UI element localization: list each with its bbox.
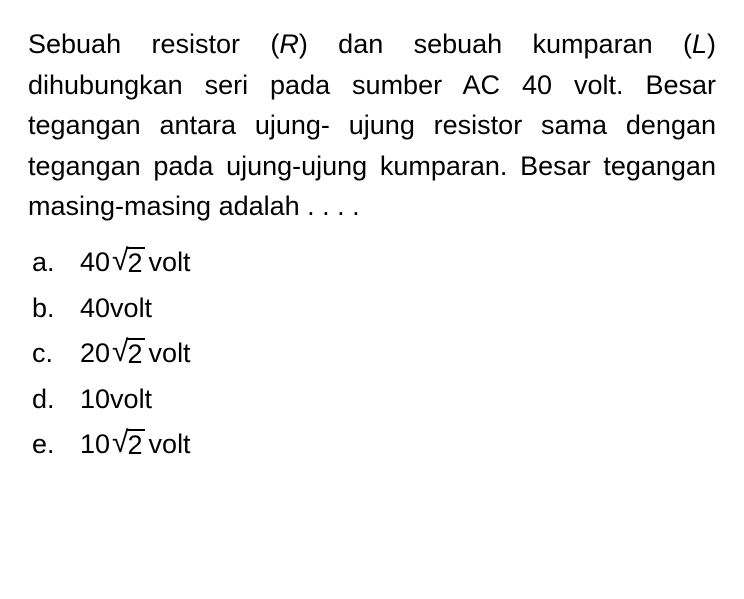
- option-d-num: 10: [80, 378, 110, 421]
- radical-symbol: √: [112, 328, 128, 376]
- sqrt-icon: √ 2: [112, 239, 145, 287]
- option-a-unit: volt: [149, 241, 191, 284]
- option-a-letter: a.: [32, 241, 80, 284]
- option-b-unit: volt: [110, 287, 152, 330]
- option-b-num: 40: [80, 287, 110, 330]
- option-c-value: 20 √ 2 volt: [80, 330, 191, 378]
- option-c-unit: volt: [149, 332, 191, 375]
- q-line5: pada ujung-ujung kumparan. Besar: [153, 151, 590, 181]
- question-text: Sebuah resistor (R) dan sebuah kumparan …: [28, 24, 716, 227]
- q-line2-italic: L: [692, 29, 707, 59]
- option-d-value: 10 volt: [80, 378, 152, 421]
- option-d-unit: volt: [110, 378, 152, 421]
- radical-symbol: √: [112, 237, 128, 285]
- option-e-unit: volt: [149, 423, 191, 466]
- option-e-num: 10: [80, 423, 110, 466]
- q-line1-italic: R: [279, 29, 299, 59]
- option-e-value: 10 √ 2 volt: [80, 421, 191, 469]
- sqrt-icon: √ 2: [112, 421, 145, 469]
- option-d: d. 10 volt: [32, 378, 716, 421]
- option-e-letter: e.: [32, 423, 80, 466]
- option-b-value: 40 volt: [80, 287, 152, 330]
- option-b: b. 40 volt: [32, 287, 716, 330]
- radical-symbol: √: [112, 419, 128, 467]
- option-a-num: 40: [80, 241, 110, 284]
- option-c-num: 20: [80, 332, 110, 375]
- q-line1-part1: Sebuah resistor (: [28, 29, 279, 59]
- option-c-letter: c.: [32, 332, 80, 375]
- options-list: a. 40 √ 2 volt b. 40 volt c. 20 √ 2 volt: [28, 239, 716, 469]
- option-b-letter: b.: [32, 287, 80, 330]
- sqrt-icon: √ 2: [112, 330, 145, 378]
- option-a: a. 40 √ 2 volt: [32, 239, 716, 287]
- option-d-letter: d.: [32, 378, 80, 421]
- option-c: c. 20 √ 2 volt: [32, 330, 716, 378]
- q-line2-part1: (: [683, 29, 692, 59]
- q-line1-part2: ) dan sebuah kumparan: [299, 29, 653, 59]
- option-e: e. 10 √ 2 volt: [32, 421, 716, 469]
- option-a-value: 40 √ 2 volt: [80, 239, 191, 287]
